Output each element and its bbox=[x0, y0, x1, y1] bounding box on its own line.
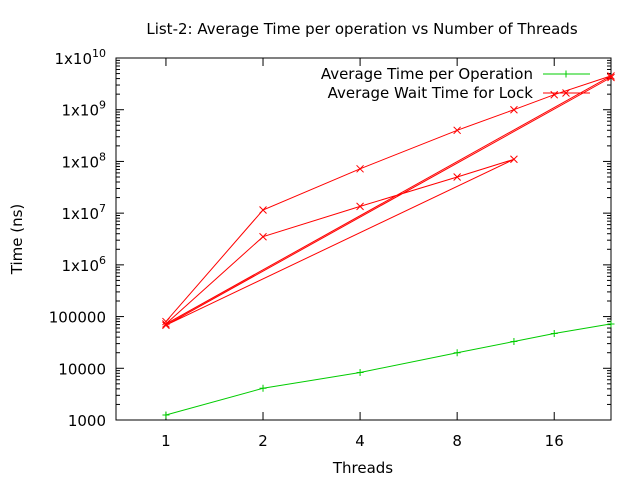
y-tick-label: 100000 bbox=[49, 309, 106, 327]
legend-marker bbox=[562, 89, 570, 97]
y-tick-label-exponent: 9 bbox=[99, 99, 106, 112]
series-line bbox=[165, 75, 612, 326]
data-point bbox=[259, 206, 267, 214]
data-point bbox=[259, 232, 267, 241]
y-tick-label: 1x109 bbox=[61, 99, 106, 120]
x-tick-label: 2 bbox=[258, 432, 268, 450]
data-point bbox=[356, 202, 364, 211]
legend-label: Average Time per Operation bbox=[321, 65, 533, 83]
y-tick-label: 1x1010 bbox=[54, 47, 106, 68]
series-1 bbox=[162, 72, 615, 330]
data-point bbox=[550, 330, 558, 338]
legend-label: Average Wait Time for Lock bbox=[328, 84, 534, 102]
y-tick-label: 1x108 bbox=[61, 150, 106, 171]
chart-title: List-2: Average Time per operation vs Nu… bbox=[146, 20, 577, 38]
x-tick-label: 4 bbox=[355, 432, 365, 450]
data-point bbox=[607, 73, 615, 82]
x-tick-label: 16 bbox=[545, 432, 564, 450]
data-point bbox=[453, 126, 462, 135]
data-point bbox=[162, 320, 170, 328]
data-point bbox=[510, 155, 518, 164]
y-tick-label-exponent: 7 bbox=[99, 202, 106, 215]
series-0 bbox=[162, 320, 615, 419]
x-axis-ticks: 1 2 4 8 16 bbox=[161, 58, 564, 450]
y-tick-label-base: 1x10 bbox=[61, 257, 99, 275]
y-tick-label-exponent: 6 bbox=[99, 254, 106, 267]
data-point bbox=[550, 90, 559, 99]
data-point bbox=[453, 173, 462, 181]
y-tick-label-exponent: 10 bbox=[92, 47, 106, 60]
data-point bbox=[162, 411, 170, 419]
x-axis-label: Threads bbox=[332, 459, 393, 477]
y-tick-label: 1x107 bbox=[61, 202, 106, 223]
y-tick-label-base: 1x10 bbox=[61, 153, 99, 171]
data-point bbox=[356, 368, 364, 376]
plot-area: 1 2 4 8 16 1000100001000001x1061x1071x1081x1… bbox=[49, 47, 615, 450]
y-tick-label-base: 1x10 bbox=[61, 102, 99, 120]
data-point bbox=[162, 317, 170, 326]
data-point bbox=[259, 384, 267, 392]
data-point bbox=[510, 337, 518, 345]
y-tick-label: 1000 bbox=[68, 412, 106, 430]
x-tick-label: 1 bbox=[161, 432, 171, 450]
data-point bbox=[607, 72, 615, 80]
data-point bbox=[453, 349, 461, 357]
y-axis-label: Time (ns) bbox=[8, 204, 26, 276]
y-tick-label-exponent: 8 bbox=[99, 150, 106, 163]
series-layer bbox=[162, 72, 615, 419]
legend-marker bbox=[562, 70, 570, 78]
y-tick-label: 1x106 bbox=[61, 254, 106, 275]
data-point bbox=[356, 164, 364, 173]
data-point bbox=[162, 321, 170, 330]
y-axis-ticks: 1000100001000001x1061x1071x1081x1091x101… bbox=[49, 47, 611, 430]
series-line bbox=[165, 323, 612, 416]
y-tick-label: 10000 bbox=[58, 360, 106, 378]
y-tick-label-base: 1x10 bbox=[61, 205, 99, 223]
data-point bbox=[607, 320, 615, 328]
data-point bbox=[510, 105, 518, 114]
x-tick-label: 8 bbox=[452, 432, 462, 450]
y-tick-label-base: 1x10 bbox=[54, 50, 92, 68]
plot-border bbox=[115, 57, 612, 421]
